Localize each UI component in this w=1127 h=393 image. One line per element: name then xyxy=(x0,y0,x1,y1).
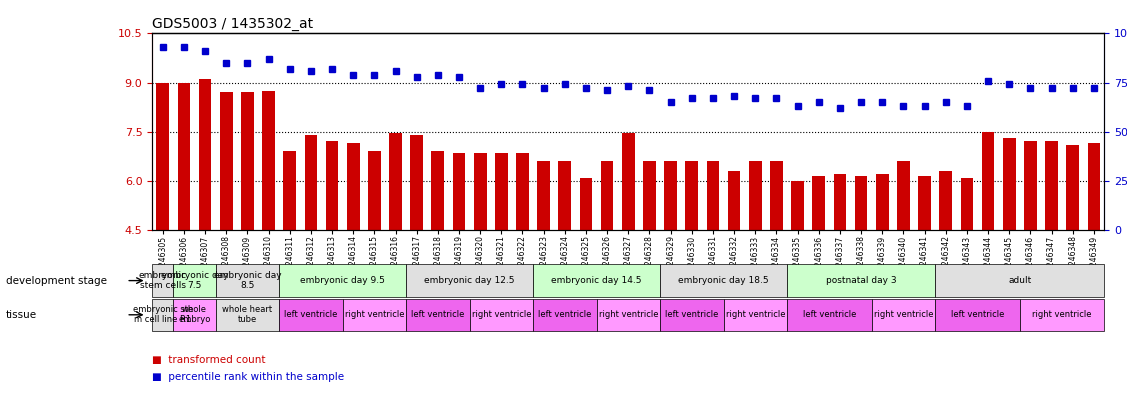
Bar xyxy=(369,151,381,230)
Bar xyxy=(770,161,783,230)
Bar xyxy=(982,132,994,230)
Bar xyxy=(791,181,804,230)
Text: left ventricle: left ventricle xyxy=(411,310,464,319)
Bar xyxy=(876,174,888,230)
Bar xyxy=(834,174,846,230)
Bar xyxy=(178,83,190,230)
Bar xyxy=(283,151,296,230)
Bar xyxy=(897,161,909,230)
Text: embryonic day
8.5: embryonic day 8.5 xyxy=(213,271,282,290)
Text: right ventricle: right ventricle xyxy=(598,310,658,319)
Text: left ventricle: left ventricle xyxy=(284,310,338,319)
Bar xyxy=(685,161,698,230)
Bar xyxy=(157,83,169,230)
Text: left ventricle: left ventricle xyxy=(802,310,857,319)
Text: ■  transformed count: ■ transformed count xyxy=(152,354,266,365)
Bar xyxy=(854,176,868,230)
Bar xyxy=(241,92,254,230)
Text: embryonic day 12.5: embryonic day 12.5 xyxy=(425,276,515,285)
Bar xyxy=(1045,141,1058,230)
Text: right ventricle: right ventricle xyxy=(873,310,933,319)
Text: embryonic ste
m cell line R1: embryonic ste m cell line R1 xyxy=(133,305,193,325)
Text: GDS5003 / 1435302_at: GDS5003 / 1435302_at xyxy=(152,17,313,31)
Bar xyxy=(940,171,952,230)
Bar xyxy=(728,171,740,230)
Bar xyxy=(473,153,487,230)
Bar xyxy=(960,178,974,230)
Text: development stage: development stage xyxy=(6,275,107,286)
Text: adult: adult xyxy=(1009,276,1031,285)
Bar xyxy=(1003,138,1015,230)
Bar xyxy=(601,161,613,230)
Text: right ventricle: right ventricle xyxy=(345,310,405,319)
Bar xyxy=(1024,141,1037,230)
Text: embryonic day 14.5: embryonic day 14.5 xyxy=(551,276,641,285)
Text: right ventricle: right ventricle xyxy=(1032,310,1092,319)
Text: left ventricle: left ventricle xyxy=(538,310,592,319)
Bar xyxy=(579,178,593,230)
Bar xyxy=(813,176,825,230)
Text: embryonic
stem cells: embryonic stem cells xyxy=(139,271,187,290)
Bar xyxy=(263,91,275,230)
Bar xyxy=(220,92,232,230)
Bar xyxy=(622,133,635,230)
Text: right ventricle: right ventricle xyxy=(726,310,786,319)
Text: embryonic day
7.5: embryonic day 7.5 xyxy=(161,271,229,290)
Text: tissue: tissue xyxy=(6,310,37,320)
Text: whole
embryo: whole embryo xyxy=(178,305,211,325)
Bar xyxy=(707,161,719,230)
Text: ■  percentile rank within the sample: ■ percentile rank within the sample xyxy=(152,372,344,382)
Text: right ventricle: right ventricle xyxy=(471,310,531,319)
Bar xyxy=(1066,145,1079,230)
Bar xyxy=(516,153,529,230)
Bar xyxy=(538,161,550,230)
Text: left ventricle: left ventricle xyxy=(665,310,719,319)
Bar xyxy=(432,151,444,230)
Text: embryonic day 18.5: embryonic day 18.5 xyxy=(678,276,769,285)
Bar xyxy=(1088,143,1100,230)
Bar xyxy=(326,141,338,230)
Bar xyxy=(664,161,677,230)
Text: postnatal day 3: postnatal day 3 xyxy=(826,276,896,285)
Text: whole heart
tube: whole heart tube xyxy=(222,305,273,325)
Text: left ventricle: left ventricle xyxy=(951,310,1004,319)
Bar xyxy=(304,135,317,230)
Text: embryonic day 9.5: embryonic day 9.5 xyxy=(300,276,385,285)
Bar xyxy=(389,133,402,230)
Bar xyxy=(347,143,360,230)
Bar xyxy=(919,176,931,230)
Bar xyxy=(749,161,762,230)
Bar xyxy=(410,135,423,230)
Bar xyxy=(559,161,571,230)
Bar xyxy=(198,79,212,230)
Bar xyxy=(453,153,465,230)
Bar xyxy=(495,153,507,230)
Bar xyxy=(644,161,656,230)
